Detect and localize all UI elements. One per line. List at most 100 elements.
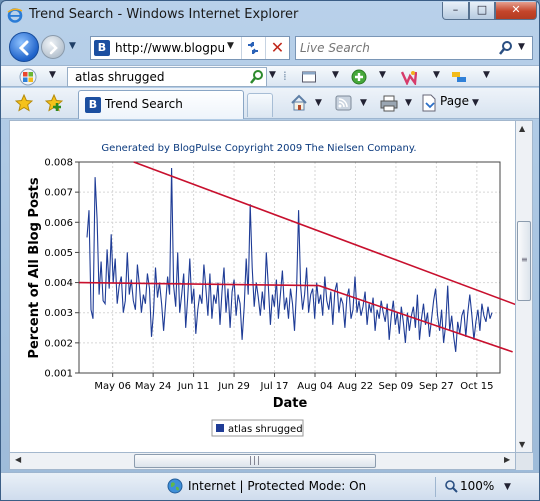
highlight-icon[interactable] xyxy=(401,69,417,85)
site-favicon-icon: B xyxy=(94,40,110,56)
toolbar-search-query[interactable]: atlas shrugged xyxy=(75,70,164,84)
new-tab-button[interactable] xyxy=(247,93,273,117)
scroll-left-arrow-icon[interactable]: ◀ xyxy=(15,455,21,464)
toolbar-menu-dropdown-icon[interactable]: ▼ xyxy=(49,70,56,80)
tab-trend-search[interactable]: B Trend Search xyxy=(78,90,244,119)
maximize-button[interactable]: □ xyxy=(469,2,495,20)
legend-swatch xyxy=(216,424,224,432)
zoom-level[interactable]: 100% xyxy=(460,479,494,493)
x-axis-ticks: May 06 May 24 Jun 11 Jun 29 Jul 17 Aug 04 Aug … xyxy=(94,373,493,392)
minimize-button[interactable]: – xyxy=(442,2,469,20)
recent-pages-dropdown-icon[interactable]: ▼ xyxy=(69,41,76,51)
add-favorite-icon[interactable] xyxy=(45,94,63,112)
x-tick-label: May 24 xyxy=(135,381,172,392)
window-icon[interactable] xyxy=(301,69,317,85)
toolbar-search-icon[interactable] xyxy=(249,69,265,85)
highlight-dropdown-icon[interactable]: ▼ xyxy=(433,70,440,80)
window-dropdown-icon[interactable]: ▼ xyxy=(332,70,339,80)
live-search-input[interactable] xyxy=(300,40,490,56)
print-dropdown-icon[interactable]: ▼ xyxy=(405,98,412,108)
x-tick-label: Oct 15 xyxy=(460,381,493,392)
back-arrow-icon xyxy=(16,39,34,57)
x-tick-label: Jun 11 xyxy=(177,381,210,392)
y-tick-label: 0.002 xyxy=(44,338,73,349)
legend-label: atlas shrugged xyxy=(228,424,303,435)
feeds-icon[interactable] xyxy=(334,93,354,113)
scroll-corner xyxy=(516,453,533,470)
hthumb-grip-icon: ||| xyxy=(249,456,261,466)
tab-bar: B Trend Search ▼ ▼ ▼ Page ▼ xyxy=(1,88,539,119)
x-tick-label: Aug 04 xyxy=(297,381,332,392)
page-icon[interactable] xyxy=(419,93,439,113)
ie-logo-icon xyxy=(7,7,23,23)
refresh-button[interactable] xyxy=(241,37,265,59)
x-axis-label: Date xyxy=(273,396,308,411)
x-tick-label: Aug 22 xyxy=(338,381,373,392)
page-menu-label[interactable]: Page xyxy=(440,94,469,108)
vertical-scrollbar[interactable]: ▲ ≡ ▼ xyxy=(516,120,533,453)
home-icon[interactable] xyxy=(289,93,309,113)
page-content: Generated by BlogPulse Copyright 2009 Th… xyxy=(9,120,516,453)
horizontal-scrollbar[interactable]: ◀ ||| ▶ xyxy=(9,453,516,470)
trend-line xyxy=(319,286,513,352)
navigation-bar: ▼ B http://www.blogpu ▼ ✕ ▼ xyxy=(1,29,539,65)
vertical-scroll-thumb[interactable]: ≡ xyxy=(517,221,531,301)
x-tick-label: Sep 27 xyxy=(419,381,454,392)
add-icon[interactable] xyxy=(351,69,367,85)
y-axis-ticks: 0.0080.0070.0060.0050.0040.0030.0020.001 xyxy=(44,158,79,380)
back-button[interactable] xyxy=(9,32,39,62)
color-blocks-icon[interactable] xyxy=(451,69,467,85)
stop-icon: ✕ xyxy=(271,38,284,57)
page-dropdown-icon[interactable]: ▼ xyxy=(472,98,479,108)
zoom-icon[interactable] xyxy=(444,479,458,493)
toolbar-search-field[interactable]: atlas shrugged xyxy=(67,67,267,87)
status-bar: Internet | Protected Mode: On 100% ▼ xyxy=(1,472,539,500)
stop-button[interactable]: ✕ xyxy=(265,37,289,59)
y-tick-label: 0.003 xyxy=(44,308,73,319)
scroll-right-arrow-icon[interactable]: ▶ xyxy=(504,455,510,464)
address-bar[interactable]: B http://www.blogpu ▼ ✕ xyxy=(90,36,290,60)
y-tick-label: 0.007 xyxy=(44,188,73,199)
chart-grid xyxy=(79,162,500,373)
title-bar: Trend Search - Windows Internet Explorer… xyxy=(1,1,539,29)
internet-zone-globe-icon[interactable] xyxy=(167,478,183,494)
horizontal-scroll-thumb[interactable]: ||| xyxy=(134,454,376,468)
toolbar-search-dropdown-icon[interactable]: ▼ xyxy=(269,70,276,80)
search-options-dropdown-icon[interactable]: ▼ xyxy=(518,42,525,52)
refresh-icon xyxy=(242,37,264,59)
forward-arrow-icon xyxy=(46,40,62,56)
add-dropdown-icon[interactable]: ▼ xyxy=(379,70,386,80)
live-search-box[interactable]: ▼ xyxy=(295,36,533,60)
scroll-down-arrow-icon[interactable]: ▼ xyxy=(519,440,525,449)
zoom-dropdown-icon[interactable]: ▼ xyxy=(504,482,511,492)
feeds-dropdown-icon[interactable]: ▼ xyxy=(360,98,367,108)
status-divider xyxy=(435,477,436,497)
address-url[interactable]: http://www.blogpu xyxy=(115,41,230,55)
close-button[interactable]: ✕ xyxy=(495,2,537,20)
home-dropdown-icon[interactable]: ▼ xyxy=(315,98,322,108)
favorites-star-icon[interactable] xyxy=(15,94,33,112)
color-blocks-dropdown-icon[interactable]: ▼ xyxy=(483,70,490,80)
scroll-up-arrow-icon[interactable]: ▲ xyxy=(519,124,525,133)
y-tick-label: 0.001 xyxy=(44,369,73,380)
windows-logo-icon[interactable] xyxy=(19,68,37,86)
toolbar-grip-icon: ⁞ xyxy=(283,69,287,83)
tab-favicon-icon: B xyxy=(85,97,101,113)
window-title: Trend Search - Windows Internet Explorer xyxy=(29,7,298,22)
x-tick-label: May 06 xyxy=(94,381,131,392)
chart-header: Generated by BlogPulse Copyright 2009 Th… xyxy=(101,143,416,154)
trend-chart: Generated by BlogPulse Copyright 2009 Th… xyxy=(10,121,516,453)
forward-button[interactable] xyxy=(41,35,65,59)
x-tick-label: Jul 17 xyxy=(260,381,289,392)
search-toolbar: ▼ atlas shrugged ▼ ⁞ ▼ ▼ ▼ ▼ xyxy=(1,65,539,87)
y-tick-label: 0.004 xyxy=(44,278,73,289)
thumb-grip-icon: ≡ xyxy=(521,258,528,261)
address-dropdown-icon[interactable]: ▼ xyxy=(227,41,234,51)
tab-label: Trend Search xyxy=(105,97,183,111)
search-icon[interactable] xyxy=(498,40,514,56)
print-icon[interactable] xyxy=(379,93,399,113)
security-zone-status[interactable]: Internet | Protected Mode: On xyxy=(188,479,366,493)
y-axis-label: Percent of All Blog Posts xyxy=(27,177,42,358)
chart-legend: atlas shrugged xyxy=(212,420,303,436)
